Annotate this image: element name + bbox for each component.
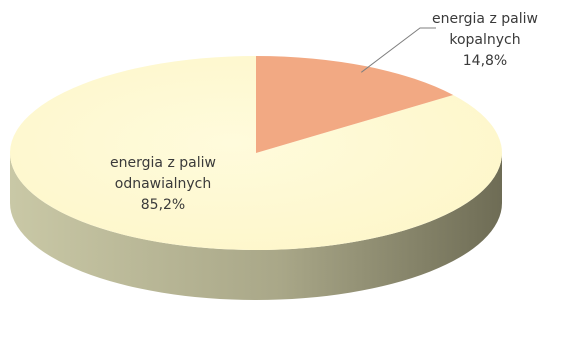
- slice-label-renewable-line2: odnawialnych: [114, 176, 212, 192]
- slice-label-fossil-line2: kopalnych: [449, 32, 521, 48]
- slice-label-fossil: energia z paliw kopalnych 14,8%: [410, 9, 560, 72]
- slice-label-renewable-line1: energia z paliw: [110, 155, 216, 171]
- slice-label-fossil-line1: energia z paliw: [432, 11, 538, 27]
- pie-side-renewable: [10, 153, 502, 300]
- pie-slice-fossil: [256, 56, 454, 153]
- slice-label-renewable: energia z paliw odnawialnych 85,2%: [78, 153, 248, 216]
- slice-label-fossil-value: 14,8%: [462, 53, 508, 69]
- slice-label-renewable-value: 85,2%: [140, 197, 186, 213]
- leader-line-fossil: [361, 27, 436, 73]
